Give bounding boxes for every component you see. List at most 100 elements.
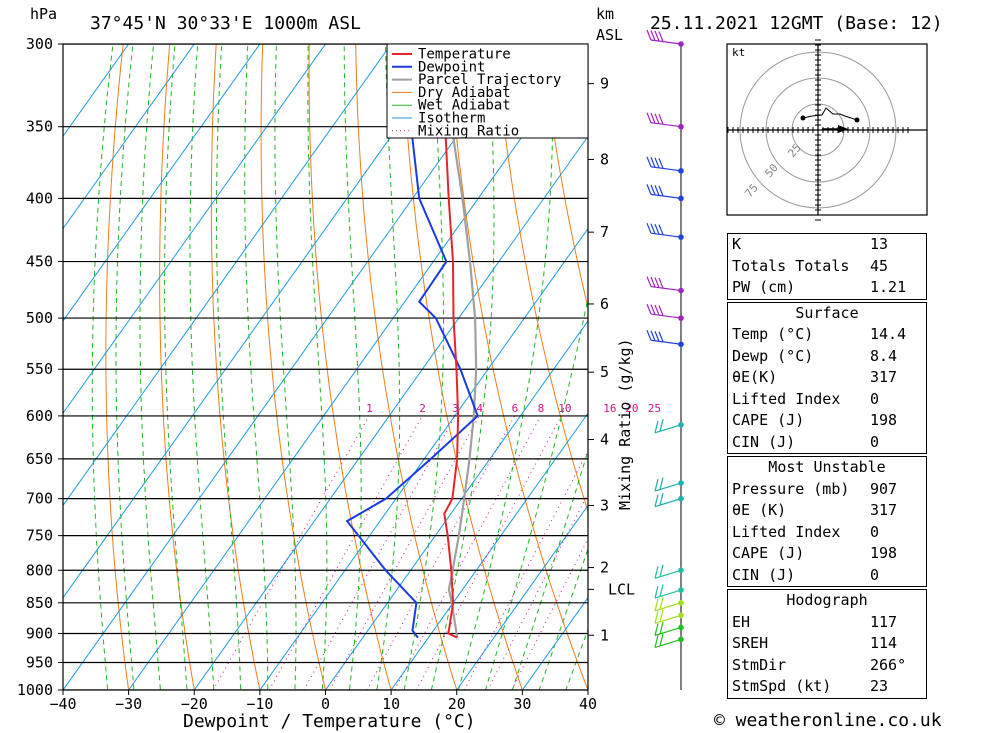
wind-barb-flag — [654, 223, 660, 235]
datetime-title: 25.11.2021 12GMT (Base: 12) — [650, 13, 943, 34]
temperature-tick-label: 30 — [513, 695, 531, 713]
isotherm-line — [63, 44, 392, 507]
legend-label: Dewpoint — [418, 59, 485, 75]
mixing-ratio-line — [212, 415, 370, 690]
row-pw: PW (cm) 1.21 — [732, 278, 907, 296]
wind-barb-shaft — [650, 232, 682, 238]
row-surface-li: Lifted Index 0 — [732, 389, 880, 408]
legend-label: Parcel Trajectory — [418, 72, 561, 88]
height-axis: 1 2 3 4 5 6 7 8 9 LCL — [588, 75, 635, 644]
wind-barb-flag — [654, 585, 659, 599]
height-tick-label: 8 — [600, 150, 609, 168]
height-tick-label: 2 — [600, 559, 609, 577]
wind-barb — [654, 492, 684, 508]
wind-barb — [654, 621, 684, 637]
pressure-tick-label: 300 — [26, 35, 53, 53]
wind-barb — [646, 112, 684, 130]
wet-adiabat-line — [244, 44, 269, 690]
temperature-tick-label: −10 — [246, 695, 273, 713]
temperature-tick-label: 20 — [448, 695, 466, 713]
temperature-axis: −40 −30 −20 −10 0 10 20 30 40 — [49, 690, 597, 713]
hodograph-trace — [802, 107, 858, 121]
wind-barb — [646, 276, 684, 294]
wind-barb-flag — [654, 566, 659, 579]
wind-barb-shaft — [654, 638, 682, 648]
wind-barb-flag — [646, 276, 652, 287]
wind-barb-flag — [650, 304, 656, 315]
row-stmspd: StmSpd (kt) 23 — [732, 677, 889, 695]
pressure-tick-label: 650 — [26, 450, 53, 468]
hodograph-indices: Hodograph EH 117 SREH 114 StmDir 266° StmSp… — [727, 589, 927, 699]
mixing-ratio-label: 10 — [558, 402, 571, 415]
most-unstable-indices: Most Unstable Pressure (mb) 907 θE (K) 317… — [727, 456, 927, 587]
wind-barb-shaft — [654, 424, 682, 434]
temperature-tick-label: 10 — [382, 695, 400, 713]
height-unit-asl: ASL — [596, 26, 623, 44]
pressure-tick-label: 450 — [26, 253, 53, 271]
wind-barb-flag — [650, 184, 656, 196]
wet-adiabat-line — [274, 44, 297, 690]
wind-barb-shaft — [650, 122, 682, 128]
row-mu-cin: CIN (J) 0 — [732, 565, 880, 584]
wind-barb-flag — [654, 185, 660, 196]
pressure-tick-label: 400 — [26, 189, 53, 207]
temperature-line — [442, 44, 460, 639]
mixing-ratio-label: 3 — [452, 402, 459, 415]
hodograph-end-dot — [854, 117, 860, 123]
isotherm-line — [63, 44, 64, 45]
wind-barb-flag — [659, 419, 664, 432]
credit-link[interactable]: © weatheronline.co.uk — [714, 710, 942, 731]
pressure-tick-label: 850 — [26, 594, 53, 612]
wet-adiabat-line — [216, 44, 242, 690]
wind-barb-flag — [646, 112, 652, 123]
height-unit-km: km — [596, 5, 614, 23]
lcl-label: LCL — [608, 580, 635, 598]
mixing-ratio-label: 16 — [603, 402, 616, 415]
wind-barbs — [646, 29, 684, 648]
wind-barb-flag — [654, 30, 660, 42]
wind-barb-flag — [654, 157, 660, 169]
pressure-tick-label: 900 — [26, 624, 53, 642]
wind-barb-flag — [654, 623, 659, 636]
wind-barb-flag — [646, 330, 652, 341]
wind-barb — [654, 419, 684, 434]
wind-barb-flag — [658, 305, 664, 316]
dry-adiabat-line — [930, 0, 1000, 716]
temperature-tick-label: 0 — [321, 695, 330, 713]
row-surface-temp: Temp (°C) 14.4 — [732, 325, 907, 343]
row-eh: EH 117 — [732, 612, 898, 631]
isotherm-line — [390, 412, 588, 690]
wind-barb — [646, 29, 684, 47]
isotherm-line — [63, 44, 195, 230]
wind-barb-flag — [658, 158, 664, 169]
dry-adiabat-line — [308, 44, 392, 690]
most-unstable-title: Most Unstable — [768, 458, 886, 476]
pressure-unit-label: hPa — [30, 5, 57, 23]
wind-barb-shaft — [650, 166, 682, 172]
wind-barb-flag — [650, 157, 656, 168]
wind-barb — [646, 184, 684, 202]
height-tick-label: 3 — [600, 496, 609, 514]
wind-barb-flag — [659, 492, 664, 506]
mixing-ratio-labels: 1 2 3 4 6 8 10 16 20 25 — [366, 402, 661, 415]
wind-barb-shaft — [654, 482, 682, 492]
wind-barb-flag — [650, 112, 656, 124]
wind-barb — [646, 222, 684, 240]
pressure-tick-label: 350 — [26, 118, 53, 136]
wind-barb — [654, 633, 684, 648]
wind-barb — [654, 584, 684, 599]
wind-barb-flag — [646, 184, 652, 195]
x-axis-title: Dewpoint / Temperature (°C) — [183, 711, 476, 732]
isotherm-line — [456, 504, 588, 690]
legend-label: Temperature — [418, 47, 511, 63]
y2-axis-title: Mixing Ratio (g/kg) — [616, 338, 634, 510]
wind-barb-flag — [654, 304, 660, 316]
pressure-tick-label: 950 — [26, 653, 53, 671]
wind-barb-flag — [650, 223, 656, 234]
wind-barb-flag — [654, 478, 659, 492]
wind-barb-shaft — [654, 589, 682, 599]
mixing-ratio-line — [394, 415, 542, 690]
row-stmdir: StmDir 266° — [732, 655, 907, 674]
wet-adiabats — [91, 44, 588, 690]
